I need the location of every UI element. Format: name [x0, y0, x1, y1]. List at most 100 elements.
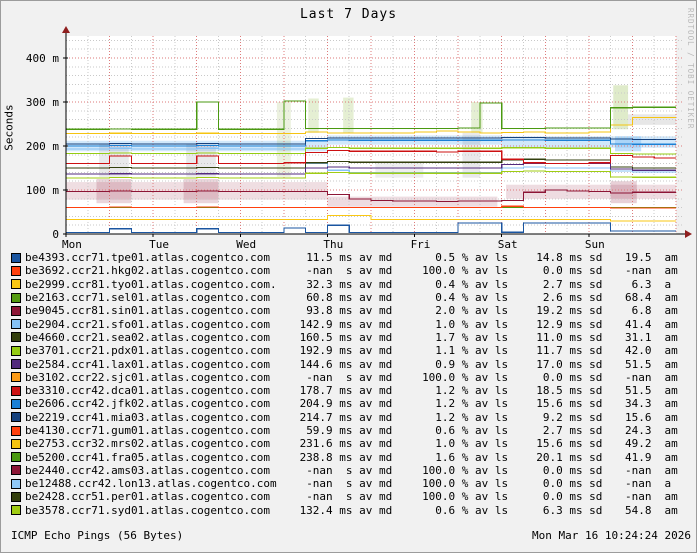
- legend-stat: 0.9 % av ls: [392, 358, 508, 371]
- legend-color-swatch: [11, 279, 21, 289]
- legend-stat: 1.6 % av ls: [392, 451, 508, 464]
- latency-graph: 0100 m200 m300 m400 mMonTueWedThuFriSatS…: [1, 1, 697, 250]
- legend-host-name: be2753.ccr32.mrs02.atlas.cogentco.com: [25, 437, 278, 450]
- legend-color-swatch: [11, 266, 21, 276]
- legend-stat: 100.0 % av ls: [392, 264, 508, 277]
- legend-stat: 178.7 ms av md: [278, 384, 392, 397]
- legend-stat: -nan s av md: [278, 477, 392, 490]
- legend-stat: a: [652, 477, 694, 490]
- legend-row-8: be2584.ccr41.lax01.atlas.cogentco.com144…: [11, 357, 694, 370]
- smoke-band-12: [308, 98, 318, 132]
- legend-color-swatch: [11, 332, 21, 342]
- legend-row-17: be12488.ccr42.lon13.atlas.cogentco.com-n…: [11, 477, 694, 490]
- legend-stat: 59.9 ms av md: [278, 424, 392, 437]
- legend-stat: 1.0 % av ls: [392, 318, 508, 331]
- legend-stat: 1.2 % av ls: [392, 384, 508, 397]
- y-tick-label: 400 m: [26, 52, 59, 65]
- legend-host-name: be2999.ccr81.tyo01.atlas.cogentco.com.: [25, 278, 278, 291]
- legend-color-swatch: [11, 452, 21, 462]
- legend-stat: 51.5: [602, 358, 651, 371]
- legend-stat: 15.6 ms sd: [508, 397, 602, 410]
- legend-host-name: be2163.ccr71.sel01.atlas.cogentco.com: [25, 291, 278, 304]
- x-tick-label: Tue: [149, 238, 169, 250]
- legend-row-15: be5200.ccr41.fra05.atlas.cogentco.com238…: [11, 450, 694, 463]
- legend-stat: am: [652, 411, 694, 424]
- y-tick-label: 300 m: [26, 96, 59, 109]
- legend-stat: 1.7 % av ls: [392, 331, 508, 344]
- legend-row-6: be4660.ccr21.sea02.atlas.cogentco.com160…: [11, 331, 694, 344]
- legend-stat: am: [652, 384, 694, 397]
- legend-host-name: be3310.ccr42.dca01.atlas.cogentco.com: [25, 384, 278, 397]
- legend-stat: 9.2 ms sd: [508, 411, 602, 424]
- legend-stat: 0.4 % av ls: [392, 278, 508, 291]
- legend-stat: 100.0 % av ls: [392, 371, 508, 384]
- legend-stat: am: [652, 358, 694, 371]
- legend-stat: 2.0 % av ls: [392, 304, 508, 317]
- legend-stat: 51.5: [602, 384, 651, 397]
- legend-color-swatch: [11, 253, 21, 263]
- y-axis-arrow-icon: [62, 26, 70, 33]
- legend-stat: -nan s av md: [278, 264, 392, 277]
- legend-color-swatch: [11, 439, 21, 449]
- legend-stat: 2.6 ms sd: [508, 291, 602, 304]
- legend-color-swatch: [11, 359, 21, 369]
- legend-stat: 1.2 % av ls: [392, 397, 508, 410]
- footer: ICMP Echo Pings (56 Bytes) Mon Mar 16 10…: [11, 529, 691, 542]
- legend-stat: am: [652, 331, 694, 344]
- smoke-band-18: [628, 114, 676, 125]
- legend-stat: am: [652, 397, 694, 410]
- legend-stat: 0.5 % av ls: [392, 251, 508, 264]
- legend-stat: 54.8: [602, 504, 651, 517]
- y-tick-label: 100 m: [26, 184, 59, 197]
- legend-stat: 93.8 ms av md: [278, 304, 392, 317]
- legend-stat: 6.8: [602, 304, 651, 317]
- legend-stat: 1.1 % av ls: [392, 344, 508, 357]
- legend-host-name: be3578.ccr71.syd01.atlas.cogentco.com: [25, 504, 278, 517]
- legend-color-swatch: [11, 426, 21, 436]
- legend-row-16: be2440.ccr42.ams03.atlas.cogentco.com-na…: [11, 464, 694, 477]
- legend-stat: am: [652, 318, 694, 331]
- legend-color-swatch: [11, 479, 21, 489]
- legend-color-swatch: [11, 386, 21, 396]
- legend-row-11: be2606.ccr42.jfk02.atlas.cogentco.com204…: [11, 397, 694, 410]
- legend-stat: 144.6 ms av md: [278, 358, 392, 371]
- legend-row-0: be4393.ccr71.tpe01.atlas.cogentco.com11.…: [11, 251, 694, 264]
- smoke-band-13: [343, 98, 353, 133]
- legend-stat: 12.9 ms sd: [508, 318, 602, 331]
- legend-stat: -nan s av md: [278, 490, 392, 503]
- legend-stat: 19.2 ms sd: [508, 304, 602, 317]
- legend-stat: 204.9 ms av md: [278, 397, 392, 410]
- legend: be4393.ccr71.tpe01.atlas.cogentco.com11.…: [11, 251, 694, 517]
- x-tick-label: Sat: [498, 238, 518, 250]
- x-tick-label: Thu: [323, 238, 343, 250]
- legend-row-4: be9045.ccr81.sin01.atlas.cogentco.com93.…: [11, 304, 694, 317]
- legend-row-2: be2999.ccr81.tyo01.atlas.cogentco.com.32…: [11, 278, 694, 291]
- legend-host-name: be2428.ccr51.per01.atlas.cogentco.com: [25, 490, 278, 503]
- legend-stat: -nan s av md: [278, 464, 392, 477]
- legend-stat: am: [652, 264, 694, 277]
- legend-color-swatch: [11, 399, 21, 409]
- legend-row-10: be3310.ccr42.dca01.atlas.cogentco.com178…: [11, 384, 694, 397]
- y-tick-label: 0: [52, 228, 59, 241]
- legend-stat: 34.3: [602, 397, 651, 410]
- legend-row-5: be2904.ccr21.sfo01.atlas.cogentco.com142…: [11, 317, 694, 330]
- legend-color-swatch: [11, 346, 21, 356]
- legend-stat: 6.3 ms sd: [508, 504, 602, 517]
- legend-stat: 17.0 ms sd: [508, 358, 602, 371]
- legend-stat: -nan: [602, 490, 651, 503]
- legend-color-swatch: [11, 412, 21, 422]
- legend-stat: 160.5 ms av md: [278, 331, 392, 344]
- legend-color-swatch: [11, 293, 21, 303]
- x-tick-label: Mon: [62, 238, 82, 250]
- legend-stat: 192.9 ms av md: [278, 344, 392, 357]
- legend-row-14: be2753.ccr32.mrs02.atlas.cogentco.com231…: [11, 437, 694, 450]
- legend-stat: am: [652, 291, 694, 304]
- legend-stat: 11.7 ms sd: [508, 344, 602, 357]
- legend-stat: 132.4 ms av md: [278, 504, 392, 517]
- legend-stat: 11.5 ms av md: [278, 251, 392, 264]
- legend-stat: 60.8 ms av md: [278, 291, 392, 304]
- legend-color-swatch: [11, 465, 21, 475]
- legend-stat: 18.5 ms sd: [508, 384, 602, 397]
- legend-host-name: be3102.ccr22.sjc01.atlas.cogentco.com: [25, 371, 278, 384]
- legend-color-swatch: [11, 492, 21, 502]
